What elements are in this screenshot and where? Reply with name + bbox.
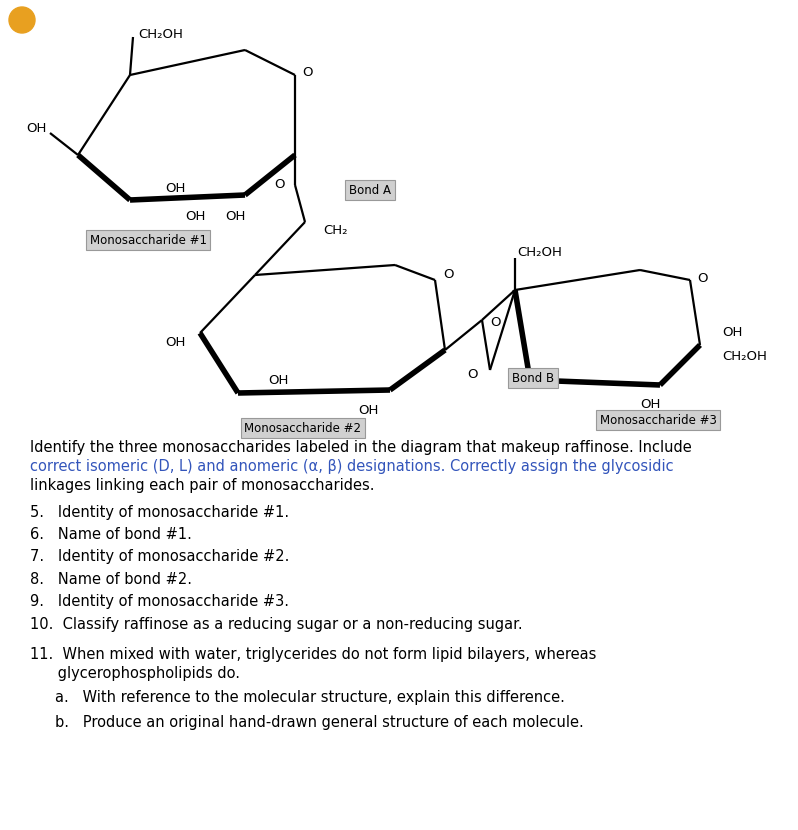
Text: O: O xyxy=(468,369,478,382)
Text: 10.  Classify raffinose as a reducing sugar or a non-reducing sugar.: 10. Classify raffinose as a reducing sug… xyxy=(30,617,523,632)
Text: 8.   Name of bond #2.: 8. Name of bond #2. xyxy=(30,572,192,587)
Text: O: O xyxy=(697,271,708,285)
Circle shape xyxy=(9,7,35,33)
Text: CH₂: CH₂ xyxy=(323,223,347,237)
Text: 9.   Identity of monosaccharide #3.: 9. Identity of monosaccharide #3. xyxy=(30,594,289,609)
Text: OH: OH xyxy=(26,123,46,135)
Text: OH: OH xyxy=(225,211,245,223)
Text: OH: OH xyxy=(268,374,288,388)
Text: 11.  When mixed with water, triglycerides do not form lipid bilayers, whereas: 11. When mixed with water, triglycerides… xyxy=(30,647,596,662)
Text: OH: OH xyxy=(722,326,742,339)
Text: OH: OH xyxy=(358,403,378,417)
Text: CH₂OH: CH₂OH xyxy=(722,350,767,364)
Text: OH: OH xyxy=(640,398,660,412)
Text: Monosaccharide #3: Monosaccharide #3 xyxy=(599,413,717,427)
Text: OH: OH xyxy=(165,336,185,349)
Text: CH₂OH: CH₂OH xyxy=(518,247,563,260)
Text: 6.   Name of bond #1.: 6. Name of bond #1. xyxy=(30,527,192,542)
Text: b.   Produce an original hand-drawn general structure of each molecule.: b. Produce an original hand-drawn genera… xyxy=(55,715,584,730)
Text: a.   With reference to the molecular structure, explain this difference.: a. With reference to the molecular struc… xyxy=(55,691,565,706)
Text: 5.   Identity of monosaccharide #1.: 5. Identity of monosaccharide #1. xyxy=(30,505,289,520)
Text: Bond A: Bond A xyxy=(349,183,391,197)
Text: Monosaccharide #1: Monosaccharide #1 xyxy=(89,233,207,247)
Text: O: O xyxy=(443,268,453,281)
Text: Monosaccharide #2: Monosaccharide #2 xyxy=(244,422,361,434)
Text: linkages linking each pair of monosaccharides.: linkages linking each pair of monosaccha… xyxy=(30,478,374,493)
Text: CH₂OH: CH₂OH xyxy=(139,28,184,42)
Text: Bond B: Bond B xyxy=(512,372,554,384)
Text: 7.   Identity of monosaccharide #2.: 7. Identity of monosaccharide #2. xyxy=(30,549,290,564)
Text: Identify the three monosaccharides labeled in the diagram that makeup raffinose.: Identify the three monosaccharides label… xyxy=(30,440,692,455)
Text: glycerophospholipids do.: glycerophospholipids do. xyxy=(30,666,240,681)
Text: OH: OH xyxy=(185,211,205,223)
Text: O: O xyxy=(275,178,285,192)
Text: OH: OH xyxy=(165,182,185,194)
Text: O: O xyxy=(302,66,313,79)
Text: correct isomeric (D, L) and anomeric (α, β) designations. Correctly assign the g: correct isomeric (D, L) and anomeric (α,… xyxy=(30,459,674,474)
Text: O: O xyxy=(490,316,500,330)
